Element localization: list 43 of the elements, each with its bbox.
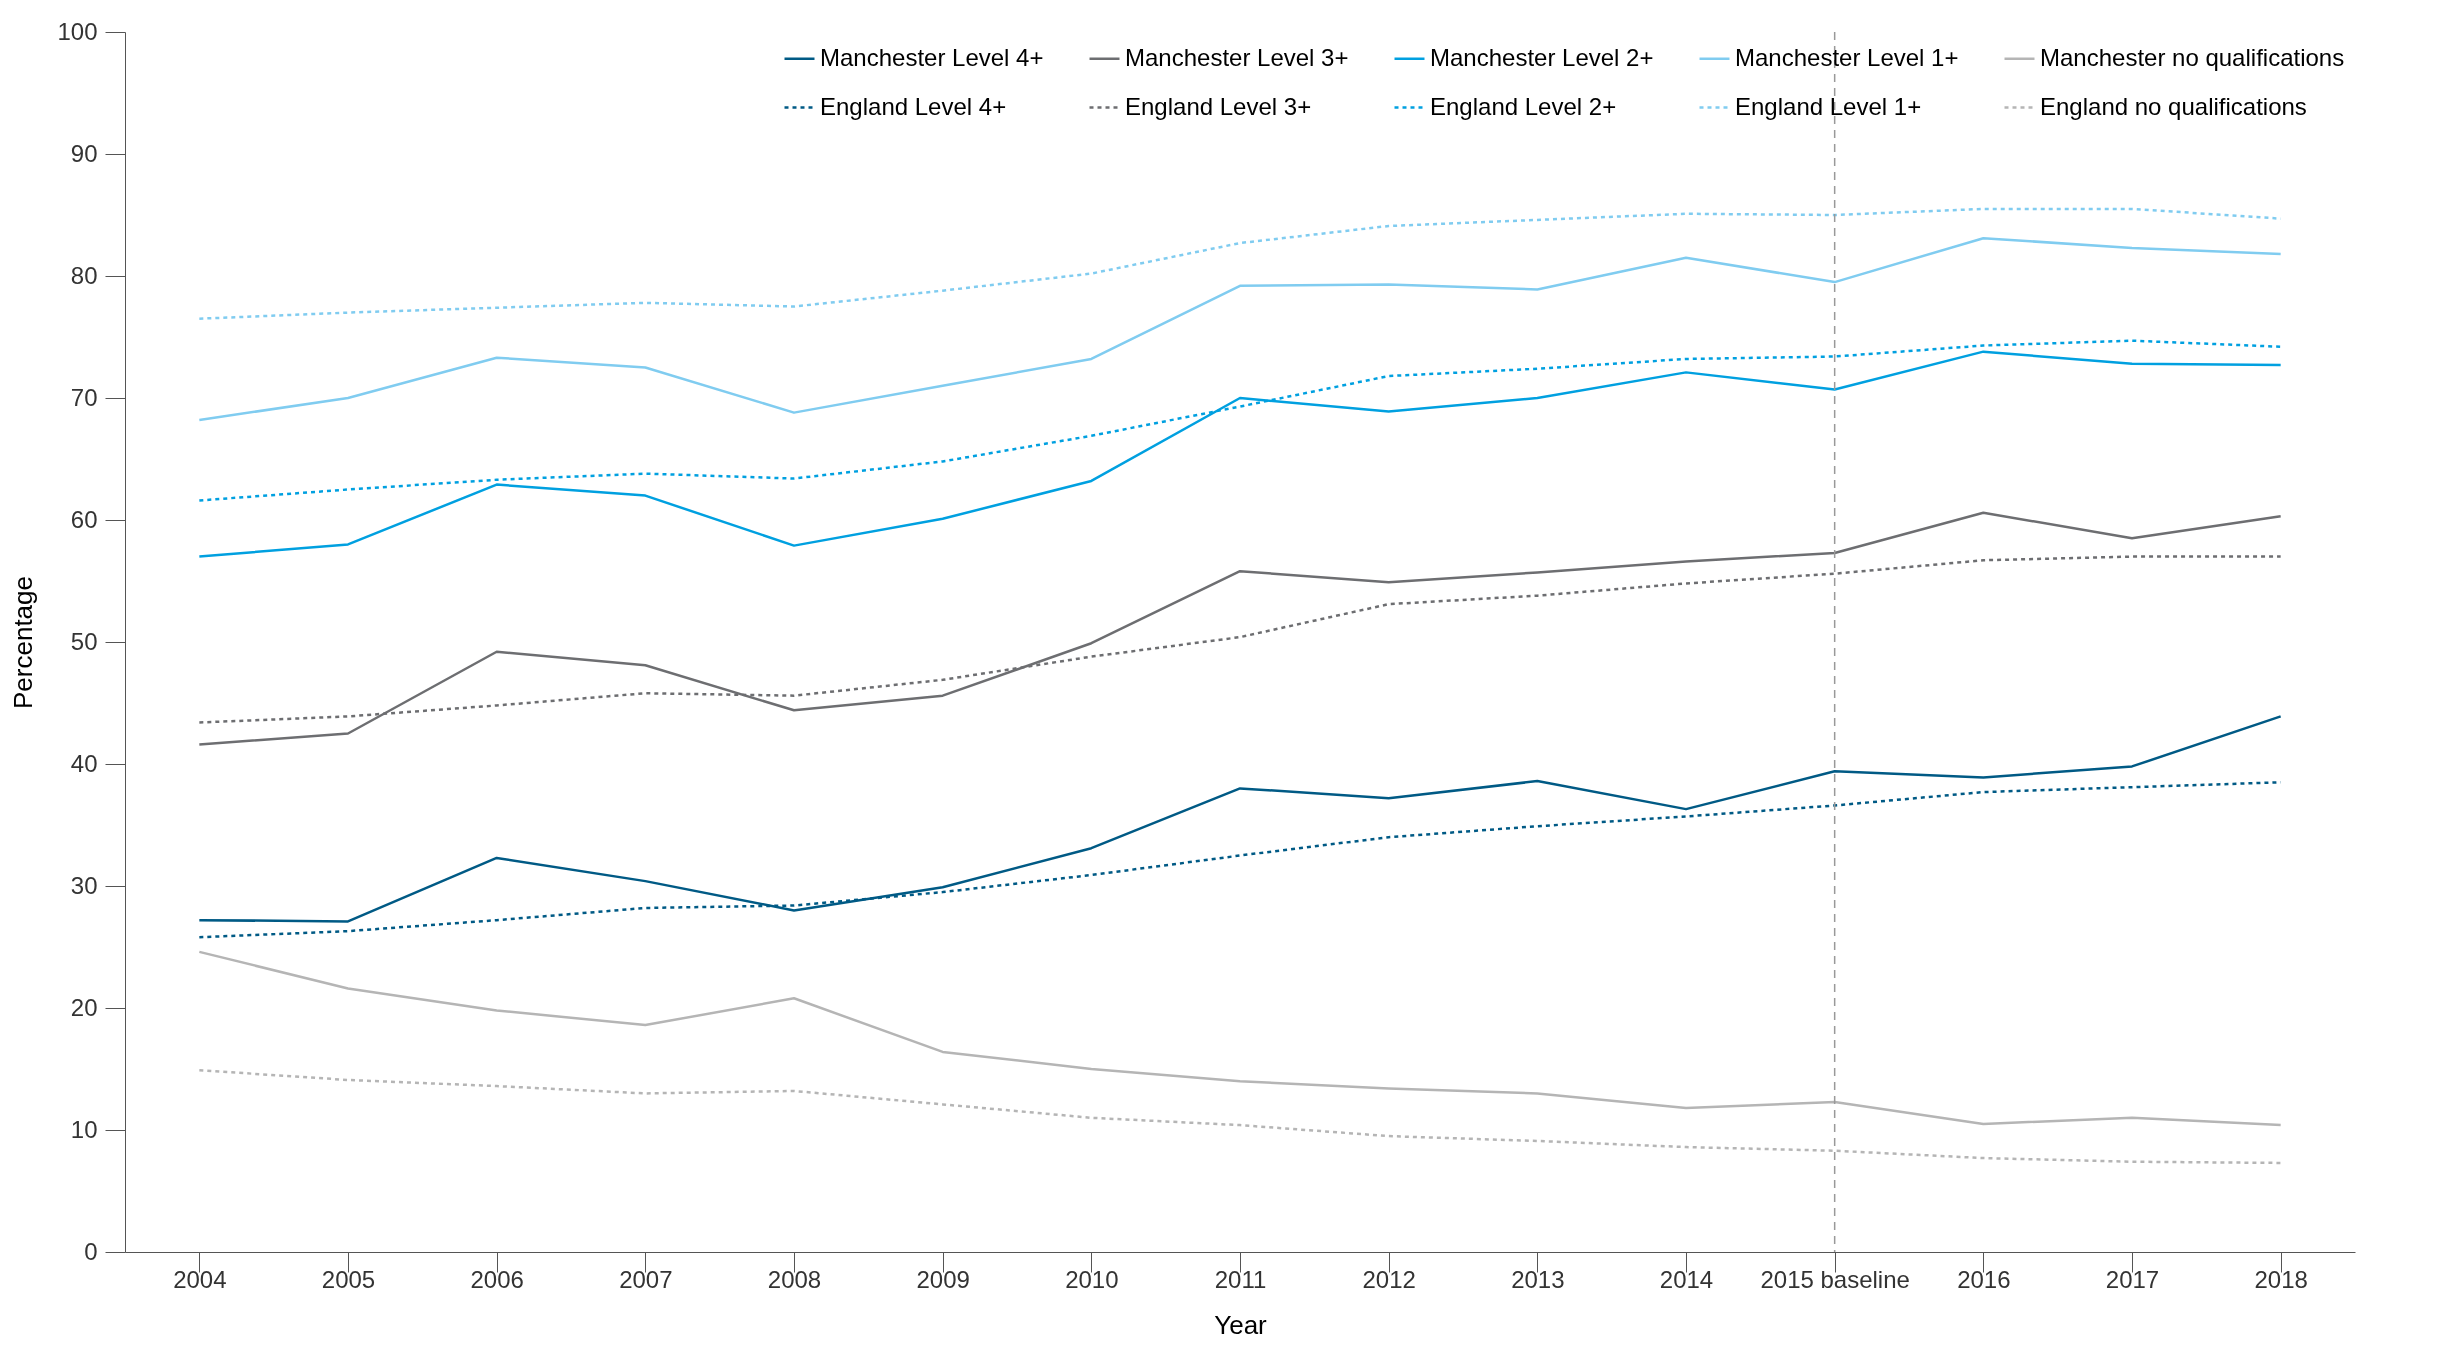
x-tick-label: 2005	[321, 1265, 376, 1293]
x-tick-label: 2016	[1957, 1265, 2011, 1293]
x-tick-label: 2011	[1214, 1265, 1267, 1293]
y-tick-label: 100	[57, 17, 98, 45]
legend-label: Manchester no qualifications	[2040, 43, 2345, 71]
y-tick-label: 20	[70, 993, 98, 1021]
y-axis-title: Percentage	[8, 576, 39, 709]
x-axis-title: Year	[1214, 1309, 1268, 1340]
y-tick-label: 80	[70, 261, 98, 289]
y-tick-label: 60	[70, 505, 98, 533]
legend-label: Manchester Level 3+	[1125, 43, 1349, 71]
x-tick-label: 2008	[767, 1265, 822, 1293]
y-tick-label: 50	[70, 627, 98, 655]
legend-label: England Level 2+	[1430, 92, 1617, 120]
line-series	[198, 950, 2282, 1127]
y-tick-label: 70	[70, 383, 98, 411]
y-tick-label: 90	[70, 139, 98, 167]
line-series	[198, 1068, 2282, 1165]
legend-label: Manchester Level 1+	[1735, 43, 1959, 71]
x-tick-label: 2014	[1659, 1265, 1714, 1293]
x-tick-label: 2006	[470, 1265, 524, 1293]
x-tick-label: 2013	[1511, 1265, 1565, 1293]
line-series	[198, 207, 2282, 320]
y-tick-label: 0	[84, 1237, 98, 1265]
legend-label: England Level 3+	[1125, 92, 1312, 120]
y-tick-label: 10	[70, 1115, 98, 1143]
x-tick-label: 2012	[1362, 1265, 1416, 1293]
x-tick-label: 2004	[173, 1265, 227, 1293]
x-tick-label: 2007	[619, 1265, 673, 1293]
legend-label: Manchester Level 4+	[820, 43, 1044, 71]
legend-label: Manchester Level 2+	[1430, 43, 1654, 71]
line-series	[198, 236, 2282, 422]
x-tick-label: 2017	[2105, 1265, 2160, 1293]
x-tick-label: 2010	[1065, 1265, 1119, 1293]
x-tick-label: 2018	[2254, 1265, 2308, 1293]
y-tick-label: 30	[70, 871, 98, 899]
legend-label: England Level 4+	[820, 92, 1007, 120]
x-tick-label: 2009	[916, 1265, 970, 1293]
line-series	[198, 511, 2282, 746]
x-tick-label: 2015 baseline	[1760, 1265, 1910, 1293]
legend-label: England Level 1+	[1735, 92, 1922, 120]
legend-label: England no qualifications	[2040, 92, 2307, 120]
y-tick-label: 40	[70, 749, 98, 777]
